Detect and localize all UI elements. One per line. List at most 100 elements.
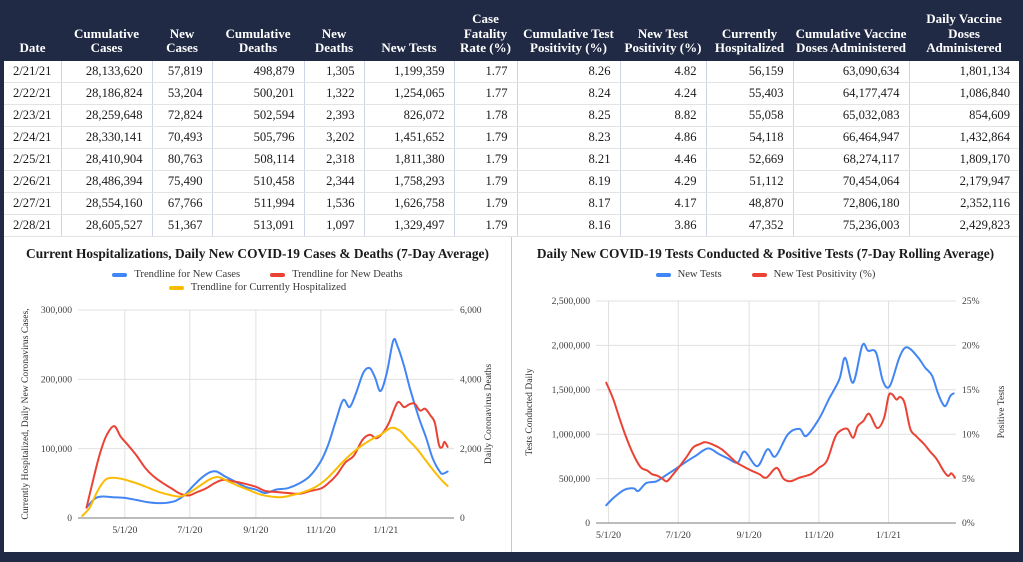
y-axis-tick-label-right: 20% bbox=[962, 341, 980, 352]
table-cell: 8.24 bbox=[516, 82, 620, 105]
table-cell: 1.77 bbox=[453, 61, 517, 83]
table-cell: 1,086,840 bbox=[908, 82, 1019, 105]
table-cell: 1,451,652 bbox=[363, 126, 454, 149]
y-axis-tick-label-right: 0 bbox=[460, 513, 465, 524]
column-header: Cumulative Deaths bbox=[212, 4, 304, 61]
y-axis-label-left: Tests Conducted Daily bbox=[524, 368, 535, 455]
legend-swatch bbox=[655, 272, 671, 277]
table-cell: 28,410,904 bbox=[60, 148, 152, 171]
table-cell: 4.29 bbox=[619, 170, 706, 193]
series-line bbox=[605, 342, 955, 507]
table-cell: 2/24/21 bbox=[4, 126, 61, 149]
y-axis-tick-label-right: 15% bbox=[962, 385, 980, 396]
x-axis-tick-label: 9/1/20 bbox=[243, 525, 268, 536]
y-axis-label-right: Daily Coronavirus Deaths bbox=[483, 364, 494, 464]
table-cell: 2,429,823 bbox=[908, 214, 1019, 237]
table-cell: 52,669 bbox=[705, 148, 793, 171]
column-header: Cumulative Vaccine Doses Administered bbox=[793, 4, 909, 61]
table-row: 2/27/21 28,554,160 67,766 511,994 1,536 1,626… bbox=[4, 192, 1019, 215]
table-cell: 826,072 bbox=[363, 104, 454, 127]
table-cell: 47,352 bbox=[705, 214, 793, 237]
table-cell: 1.79 bbox=[453, 148, 517, 171]
table-cell: 8.21 bbox=[516, 148, 620, 171]
y-axis-tick-label-left: 0 bbox=[585, 518, 590, 529]
column-header: New Cases bbox=[152, 4, 212, 61]
table-cell: 48,870 bbox=[705, 192, 793, 215]
x-axis-tick-label: 5/1/20 bbox=[112, 525, 137, 536]
column-header: Currently Hospitalized bbox=[706, 4, 793, 61]
x-axis-tick-label: 9/1/20 bbox=[737, 530, 762, 541]
chart-legend: Trendline for New Cases Trendline for New… bbox=[4, 268, 511, 294]
series-line bbox=[85, 337, 449, 509]
y-axis-label-right: Positive Tests bbox=[996, 385, 1007, 438]
table-cell: 2,352,116 bbox=[908, 192, 1019, 215]
table-row: 2/26/21 28,486,394 75,490 510,458 2,344 1,758… bbox=[4, 170, 1019, 193]
legend-swatch bbox=[112, 272, 128, 277]
series-line bbox=[81, 426, 449, 517]
table-cell: 70,454,064 bbox=[792, 170, 909, 193]
table-cell: 63,090,634 bbox=[792, 61, 909, 83]
column-header: Cumulative Cases bbox=[61, 4, 152, 61]
table-cell: 28,605,527 bbox=[60, 214, 152, 237]
table-row: 2/23/21 28,259,648 72,824 502,594 2,393 826,0… bbox=[4, 104, 1019, 127]
table-cell: 3,202 bbox=[303, 126, 364, 149]
table-cell: 55,403 bbox=[705, 82, 793, 105]
dashboard-content: Date Cumulative Cases New Cases Cumulative … bbox=[4, 4, 1019, 552]
column-header: Cumulative Test Positivity (%) bbox=[517, 4, 620, 61]
table-cell: 2/22/21 bbox=[4, 82, 61, 105]
series-line bbox=[605, 381, 956, 483]
table-cell: 4.86 bbox=[619, 126, 706, 149]
legend-item: Trendline for New Deaths bbox=[270, 268, 403, 281]
table-cell: 1,432,864 bbox=[908, 126, 1019, 149]
column-header: Case Fatality Rate (%) bbox=[454, 4, 517, 61]
table-cell: 67,766 bbox=[151, 192, 212, 215]
table-cell: 1,305 bbox=[303, 61, 364, 83]
table-cell: 51,112 bbox=[705, 170, 793, 193]
table-body: 2/21/21 28,133,620 57,819 498,879 1,305 1,199… bbox=[4, 61, 1019, 237]
table-cell: 2,393 bbox=[303, 104, 364, 127]
y-axis-label-left: Currently Hospitalized, Daily New Corona… bbox=[20, 308, 31, 519]
table-cell: 1,097 bbox=[303, 214, 364, 237]
table-cell: 56,159 bbox=[705, 61, 793, 83]
x-axis-tick-label: 7/1/20 bbox=[177, 525, 202, 536]
table-cell: 8.25 bbox=[516, 104, 620, 127]
chart-title: Current Hospitalizations, Daily New COVI… bbox=[26, 246, 489, 261]
y-axis-tick-label-left: 1,500,000 bbox=[552, 385, 591, 396]
legend-item: New Test Positivity (%) bbox=[751, 268, 876, 281]
table-row: 2/28/21 28,605,527 51,367 513,091 1,097 1,329… bbox=[4, 214, 1019, 237]
table-cell: 1,809,170 bbox=[908, 148, 1019, 171]
table-cell: 1.79 bbox=[453, 214, 517, 237]
legend-label: New Test Positivity (%) bbox=[773, 269, 876, 280]
table-cell: 1.77 bbox=[453, 82, 517, 105]
table-row: 2/21/21 28,133,620 57,819 498,879 1,305 1,199… bbox=[4, 61, 1019, 83]
hospitalizations-cases-deaths-chart: Current Hospitalizations, Daily New COVI… bbox=[4, 237, 511, 552]
column-header: New Deaths bbox=[304, 4, 364, 61]
table-cell: 2,344 bbox=[303, 170, 364, 193]
table-cell: 75,236,003 bbox=[792, 214, 909, 237]
table-cell: 28,259,648 bbox=[60, 104, 152, 127]
y-axis-tick-label-left: 0 bbox=[67, 513, 72, 524]
y-axis-tick-label-right: 25% bbox=[962, 296, 980, 307]
table-cell: 1,322 bbox=[303, 82, 364, 105]
table-cell: 2,318 bbox=[303, 148, 364, 171]
x-axis-tick-label: 1/1/21 bbox=[373, 525, 398, 536]
table-cell: 4.17 bbox=[619, 192, 706, 215]
table-cell: 28,186,824 bbox=[60, 82, 152, 105]
y-axis-tick-label-left: 2,000,000 bbox=[552, 341, 591, 352]
legend-label: Trendline for New Cases bbox=[134, 269, 241, 280]
table-cell: 3.86 bbox=[619, 214, 706, 237]
y-axis-tick-label-left: 1,000,000 bbox=[552, 429, 591, 440]
table-cell: 854,609 bbox=[908, 104, 1019, 127]
charts-row: Current Hospitalizations, Daily New COVI… bbox=[4, 237, 1019, 552]
legend-item: Trendline for New Cases bbox=[112, 268, 240, 281]
legend-swatch bbox=[270, 272, 286, 277]
table-cell: 508,114 bbox=[211, 148, 304, 171]
table-cell: 8.26 bbox=[516, 61, 620, 83]
y-axis-tick-label-left: 2,500,000 bbox=[552, 296, 591, 307]
table-cell: 54,118 bbox=[705, 126, 793, 149]
panel-divider bbox=[511, 237, 512, 552]
table-cell: 1.79 bbox=[453, 170, 517, 193]
table-cell: 511,994 bbox=[211, 192, 304, 215]
y-axis-tick-label-right: 6,000 bbox=[460, 305, 482, 316]
